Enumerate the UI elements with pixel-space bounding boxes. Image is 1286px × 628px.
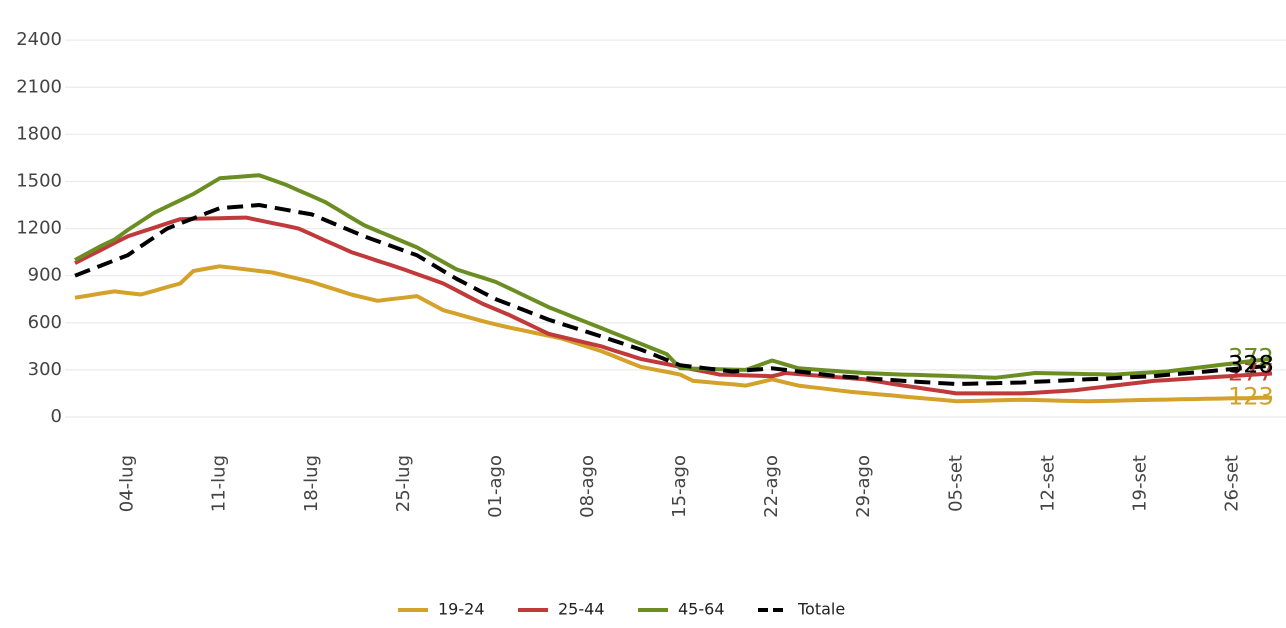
x-tick-label: 25-lug [393,455,414,512]
series-line [74,203,1273,386]
series-line [74,264,1273,404]
x-tick-label: 26-set [1222,455,1243,512]
x-tick-label: 01-ago [485,455,506,518]
x-tick-label: 12-set [1037,455,1058,512]
end-label: 372 [1228,344,1274,372]
end-label: 277 [1228,359,1274,387]
y-tick-label: 1800 [16,123,62,144]
end-label: 328 [1228,350,1274,378]
x-tick-label: 08-ago [577,455,598,518]
y-tick-label: 2100 [16,76,62,97]
x-tick-label: 04-lug [117,455,138,512]
legend-label: 45-64 [678,600,725,619]
y-tick-label: 1500 [16,170,62,191]
y-tick-label: 900 [28,265,62,286]
x-tick-label: 05-set [945,455,966,512]
y-tick-label: 2400 [16,29,62,50]
x-tick-label: 29-ago [853,455,874,518]
y-tick-label: 600 [28,312,62,333]
legend-label: 19-24 [438,600,485,619]
x-tick-label: 15-ago [669,455,690,518]
x-tick-label: 19-set [1129,455,1150,512]
y-tick-label: 0 [51,406,62,427]
end-label: 123 [1228,383,1274,411]
x-tick-label: 11-lug [209,455,230,512]
x-tick-label: 22-ago [761,455,782,518]
series-line [74,215,1273,396]
legend-label: Totale [797,600,845,619]
series-line [74,173,1273,380]
y-tick-label: 1200 [16,218,62,239]
y-tick-label: 300 [28,359,62,380]
legend-label: 25-44 [558,600,605,619]
x-tick-label: 18-lug [301,455,322,512]
